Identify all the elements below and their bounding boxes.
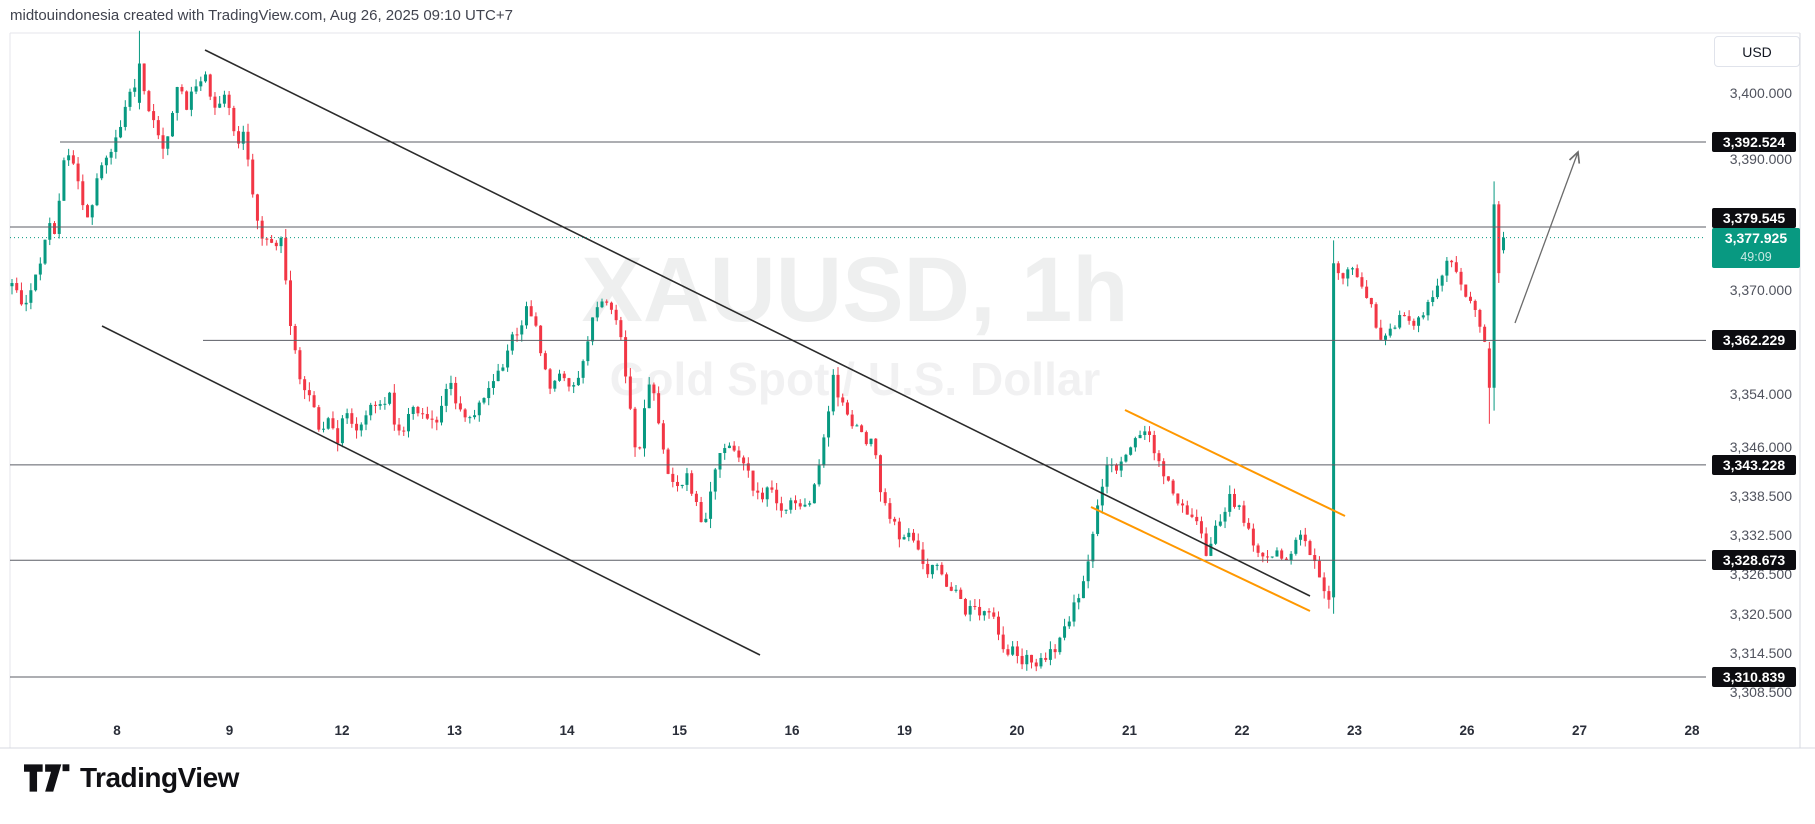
current-price-badge: 3,377.925 49:09 xyxy=(1712,227,1800,268)
bar-countdown: 49:09 xyxy=(1740,249,1772,264)
plot-frame xyxy=(0,32,1815,749)
tradingview-logo-text: TradingView xyxy=(80,762,239,793)
candlestick-series xyxy=(10,30,1506,672)
tradingview-logo-icon xyxy=(24,764,70,792)
attribution-text: midtouindonesia created with TradingView… xyxy=(10,7,513,24)
current-price-value: 3,377.925 xyxy=(1724,229,1788,246)
chart-drawings xyxy=(10,49,1706,678)
tradingview-branding[interactable]: TradingView xyxy=(24,762,239,794)
